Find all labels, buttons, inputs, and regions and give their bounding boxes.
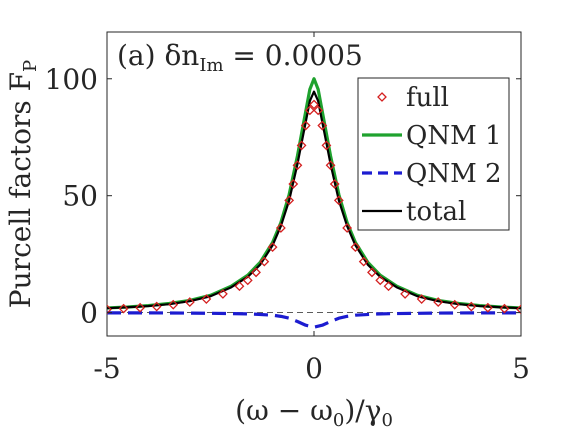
- data-point-full: [350, 242, 361, 253]
- legend-label-qnm-1: QNM 1: [406, 121, 502, 151]
- y-axis-label: Purcell factors FP: [4, 60, 41, 308]
- data-point-full: [317, 120, 328, 131]
- data-point-full: [367, 267, 377, 278]
- series-full-markers: [107, 99, 521, 315]
- legend-item-qnm-2: QNM 2: [362, 159, 502, 189]
- x-axis-label: (ω − ω0)/γ0: [235, 394, 393, 431]
- data-point-full: [499, 303, 510, 314]
- data-point-full: [135, 302, 146, 313]
- series-line-qnm-2: [107, 311, 521, 329]
- legend-marker-full: [377, 92, 387, 102]
- legend-label-qnm-2: QNM 2: [406, 159, 502, 189]
- series-layer: [107, 77, 521, 329]
- data-point-full: [201, 294, 212, 304]
- data-point-full: [304, 105, 315, 116]
- data-point-full: [107, 304, 112, 315]
- panel-label: (a) δnIm = 0.0005: [117, 39, 363, 76]
- y-tick-label: 50: [62, 180, 98, 213]
- data-point-full: [358, 256, 369, 267]
- data-point-full: [466, 301, 477, 312]
- data-point-full: [242, 275, 253, 286]
- data-point-full: [383, 281, 394, 292]
- data-point-full: [342, 223, 353, 233]
- data-point-full: [296, 140, 307, 151]
- legend: full QNM 1 QNM 2 total: [357, 77, 510, 231]
- data-point-full: [251, 267, 261, 278]
- legend-item-qnm-1: QNM 1: [362, 121, 502, 151]
- x-tick-label: 0: [305, 352, 323, 385]
- data-point-full: [267, 242, 278, 253]
- data-point-full: [516, 304, 521, 315]
- data-point-full: [321, 140, 332, 151]
- y-tick-label: 0: [80, 297, 98, 330]
- data-point-full: [325, 160, 336, 171]
- data-point-full: [329, 179, 340, 189]
- data-point-full: [292, 160, 303, 171]
- data-point-full: [259, 256, 270, 267]
- x-tick-label: -5: [93, 352, 120, 385]
- data-point-full: [400, 288, 410, 299]
- data-point-full: [275, 223, 286, 233]
- legend-box: [357, 77, 510, 231]
- y-tick-label: 100: [45, 63, 98, 96]
- legend-item-total: total: [362, 197, 466, 227]
- data-point-full: [433, 297, 444, 308]
- data-point-full: [168, 299, 179, 310]
- data-point-full: [118, 303, 129, 314]
- data-point-full: [184, 297, 195, 308]
- data-point-full: [151, 301, 162, 312]
- data-point-full: [284, 195, 295, 206]
- data-point-full: [218, 288, 228, 299]
- legend-item-full: full: [377, 83, 449, 113]
- data-point-full: [375, 275, 386, 286]
- data-point-full: [288, 179, 299, 189]
- data-point-full: [313, 105, 324, 116]
- data-point-full: [234, 281, 245, 292]
- data-point-full: [416, 294, 427, 304]
- data-point-full: [309, 99, 319, 110]
- data-point-full: [300, 120, 311, 131]
- legend-label-full: full: [406, 83, 449, 113]
- data-point-full: [333, 195, 344, 206]
- x-tick-label: 5: [512, 352, 530, 385]
- data-point-full: [449, 299, 460, 310]
- series-line-total: [107, 90, 521, 310]
- data-point-full: [482, 302, 493, 313]
- legend-label-total: total: [406, 197, 466, 227]
